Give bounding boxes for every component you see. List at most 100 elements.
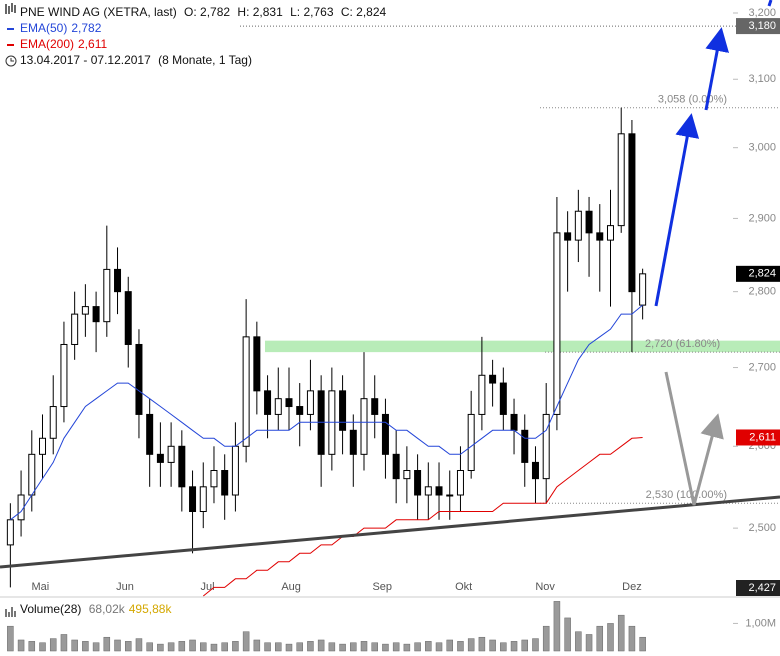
price-badge-label: 2,824 xyxy=(748,268,776,280)
volume-bar xyxy=(285,643,293,652)
volume-stat: 68,02k xyxy=(88,602,125,616)
volume-bar xyxy=(317,639,325,652)
ohlc: O: 2,782 xyxy=(184,5,231,19)
volume-bar xyxy=(92,642,100,652)
candle-body xyxy=(596,232,604,241)
volume-bar xyxy=(232,641,239,652)
volume-bar xyxy=(253,639,261,652)
price-badge xyxy=(736,580,780,596)
candle-body xyxy=(242,336,250,447)
volume-bar xyxy=(82,641,89,652)
candle-body xyxy=(424,486,432,496)
candle-body xyxy=(306,390,314,415)
volume-bar xyxy=(28,641,36,652)
candle-body xyxy=(114,268,122,293)
candle-body xyxy=(39,437,47,455)
period-note: (8 Monate, 1 Tag) xyxy=(158,53,252,67)
volume-bar xyxy=(510,641,518,652)
x-tick-label: Aug xyxy=(281,581,301,593)
candle-body xyxy=(71,313,79,345)
volume-bar xyxy=(124,641,132,652)
candle-body xyxy=(531,461,539,480)
x-tick-label: Jul xyxy=(201,581,215,593)
volume-bar xyxy=(178,641,186,652)
volume-bar xyxy=(500,642,507,652)
candle-body xyxy=(285,398,293,408)
candle-body xyxy=(564,232,572,241)
volume-bar xyxy=(467,638,475,652)
candle-body xyxy=(371,398,379,415)
candle-body xyxy=(510,413,518,431)
volume-bar xyxy=(403,643,411,652)
volume-bar xyxy=(146,642,153,652)
volume-bar xyxy=(435,642,443,652)
candle-body xyxy=(135,343,143,415)
volume-bar xyxy=(135,638,143,652)
candle-body xyxy=(199,486,207,513)
price-badge xyxy=(736,18,780,35)
candle-body xyxy=(414,470,422,496)
price-badge-label: 2,427 xyxy=(748,582,776,594)
x-tick-label: Sep xyxy=(372,581,392,593)
volume-bar xyxy=(17,639,25,652)
volume-bar xyxy=(157,643,164,652)
volume-bar xyxy=(296,642,303,652)
arrow xyxy=(767,0,773,7)
candle-body xyxy=(574,210,582,241)
volume-bar xyxy=(382,643,389,652)
volume-bar xyxy=(425,641,432,652)
candle-body xyxy=(253,336,261,392)
volume-tick-label: 1,00M xyxy=(745,617,776,629)
legend-value: 2,611 xyxy=(78,37,108,51)
ohlc: L: 2,763 xyxy=(290,5,334,19)
candle-body xyxy=(146,413,154,455)
volume-bar xyxy=(542,625,550,652)
candle-body xyxy=(60,343,68,408)
candle-body xyxy=(360,398,368,455)
candle-body xyxy=(189,486,197,513)
icon xyxy=(5,3,16,14)
candle-body xyxy=(178,445,186,488)
volume-bar xyxy=(307,641,314,652)
icon xyxy=(5,607,16,617)
price-badge xyxy=(736,429,780,446)
volume-bar xyxy=(446,639,453,652)
candle-body xyxy=(489,374,497,384)
candle-body xyxy=(231,445,239,496)
candle-body xyxy=(339,390,347,431)
y-tick-label: 2,500 xyxy=(748,522,776,534)
candle-body xyxy=(499,382,507,415)
candle-body xyxy=(349,429,357,455)
candle-body xyxy=(606,225,614,241)
volume-bar xyxy=(489,639,496,652)
volume-label: Volume(28) xyxy=(20,602,82,616)
volume-bar xyxy=(628,625,636,652)
candle-body xyxy=(156,453,164,463)
candle-body xyxy=(264,390,272,415)
candle-body xyxy=(553,232,561,415)
volume-bar xyxy=(596,625,604,652)
candle-body xyxy=(639,273,647,306)
candle-body xyxy=(210,470,218,488)
volume-bar xyxy=(392,642,400,652)
candle-body xyxy=(617,133,625,227)
x-tick-label: Okt xyxy=(455,581,472,593)
period-range: 13.04.2017 - 07.12.2017 xyxy=(20,53,151,67)
candle-body xyxy=(478,374,486,415)
volume-bar xyxy=(457,641,464,652)
volume-bar xyxy=(60,634,68,652)
candle-body xyxy=(435,486,443,496)
volume-bar xyxy=(414,642,421,652)
legend-label: EMA(200) xyxy=(20,37,75,51)
candle-body xyxy=(274,398,282,415)
arrow xyxy=(664,371,724,506)
volume-bar xyxy=(189,639,196,652)
candle-body xyxy=(403,470,411,480)
volume-bar xyxy=(114,639,121,652)
volume-bar xyxy=(167,642,175,652)
volume-bar xyxy=(478,636,486,652)
level-label: 3,058 (0.00%) xyxy=(658,94,727,106)
candle-body xyxy=(103,268,111,323)
